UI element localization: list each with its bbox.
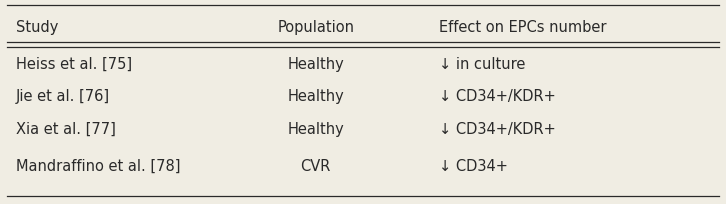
- Text: Population: Population: [277, 20, 354, 35]
- Text: Heiss et al. [75]: Heiss et al. [75]: [16, 57, 132, 72]
- Text: ↓ CD34+/KDR+: ↓ CD34+/KDR+: [439, 89, 556, 104]
- Text: Xia et al. [77]: Xia et al. [77]: [16, 122, 116, 137]
- Text: ↓ CD34+/KDR+: ↓ CD34+/KDR+: [439, 122, 556, 137]
- Text: Effect on EPCs number: Effect on EPCs number: [439, 20, 607, 35]
- Text: ↓ CD34+: ↓ CD34+: [439, 159, 508, 174]
- Text: Mandraffino et al. [78]: Mandraffino et al. [78]: [16, 159, 181, 174]
- Text: ↓ in culture: ↓ in culture: [439, 57, 526, 72]
- Text: CVR: CVR: [301, 159, 331, 174]
- Text: Study: Study: [16, 20, 58, 35]
- Text: Healthy: Healthy: [287, 57, 344, 72]
- Text: Healthy: Healthy: [287, 89, 344, 104]
- Text: Jie et al. [76]: Jie et al. [76]: [16, 89, 110, 104]
- Text: Healthy: Healthy: [287, 122, 344, 137]
